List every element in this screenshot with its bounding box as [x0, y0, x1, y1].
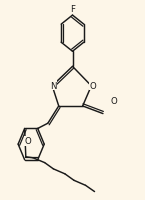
Text: O: O — [89, 81, 96, 90]
Text: O: O — [110, 97, 117, 105]
Text: N: N — [50, 81, 57, 90]
Text: O: O — [24, 137, 31, 145]
Text: F: F — [70, 5, 75, 13]
